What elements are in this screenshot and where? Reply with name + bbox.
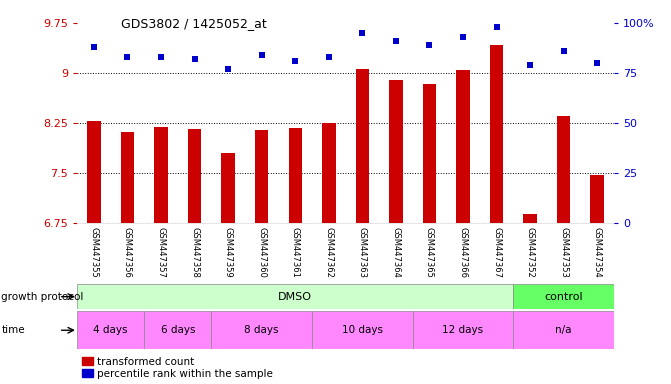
Bar [389, 80, 403, 223]
Text: GSM447358: GSM447358 [190, 227, 199, 278]
Bar [77, 311, 144, 349]
Bar [490, 45, 503, 223]
Bar [513, 284, 614, 309]
Bar [446, 223, 480, 280]
Bar [346, 223, 379, 280]
Text: 8 days: 8 days [244, 325, 279, 335]
Bar [312, 223, 346, 280]
Text: growth protocol: growth protocol [1, 291, 84, 302]
Bar [413, 223, 446, 280]
Text: GSM447356: GSM447356 [123, 227, 132, 278]
Text: GSM447352: GSM447352 [525, 227, 535, 278]
Text: GSM447353: GSM447353 [559, 227, 568, 278]
Bar [456, 70, 470, 223]
Bar [111, 223, 144, 280]
Bar [557, 116, 570, 223]
Bar [312, 311, 413, 349]
Bar [121, 132, 134, 223]
Bar [144, 223, 178, 280]
Legend: transformed count, percentile rank within the sample: transformed count, percentile rank withi… [83, 357, 273, 379]
Bar [245, 223, 278, 280]
Bar [188, 129, 201, 223]
Bar [77, 284, 513, 309]
Text: 12 days: 12 days [442, 325, 484, 335]
Bar [523, 214, 537, 223]
Bar [480, 223, 513, 280]
Text: 4 days: 4 days [93, 325, 128, 335]
Bar [178, 223, 211, 280]
Text: GSM447362: GSM447362 [324, 227, 333, 278]
Text: GSM447355: GSM447355 [89, 227, 99, 278]
Bar [221, 153, 235, 223]
Bar [513, 311, 614, 349]
Text: GDS3802 / 1425052_at: GDS3802 / 1425052_at [121, 17, 266, 30]
Text: GSM447360: GSM447360 [257, 227, 266, 278]
Bar [77, 223, 111, 280]
Text: GSM447357: GSM447357 [156, 227, 166, 278]
Text: control: control [544, 291, 583, 302]
Bar [379, 223, 413, 280]
Bar [580, 223, 614, 280]
Bar [289, 128, 302, 223]
Bar [413, 311, 513, 349]
Text: time: time [1, 325, 25, 335]
Text: GSM447359: GSM447359 [223, 227, 233, 278]
Text: GSM447361: GSM447361 [291, 227, 300, 278]
Text: GSM447363: GSM447363 [358, 227, 367, 278]
Bar [356, 69, 369, 223]
Text: GSM447366: GSM447366 [458, 227, 468, 278]
Text: 10 days: 10 days [342, 325, 383, 335]
Bar [211, 223, 245, 280]
Text: GSM447367: GSM447367 [492, 227, 501, 278]
Bar [87, 121, 101, 223]
Bar [322, 123, 336, 223]
Text: GSM447364: GSM447364 [391, 227, 401, 278]
Bar [154, 127, 168, 223]
Text: DMSO: DMSO [278, 291, 312, 302]
Bar [513, 223, 547, 280]
Bar [211, 311, 312, 349]
Text: 6 days: 6 days [160, 325, 195, 335]
Bar [547, 223, 580, 280]
Bar [144, 311, 211, 349]
Text: GSM447365: GSM447365 [425, 227, 434, 278]
Bar [423, 84, 436, 223]
Bar [590, 175, 604, 223]
Text: n/a: n/a [556, 325, 572, 335]
Bar [278, 223, 312, 280]
Bar [255, 129, 268, 223]
Text: GSM447354: GSM447354 [592, 227, 602, 278]
